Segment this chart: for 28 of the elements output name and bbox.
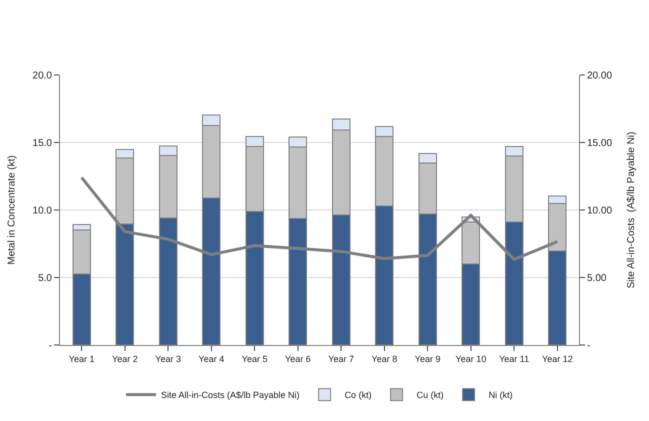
y-tick-label: 20.0 (32, 70, 52, 82)
y-tick-label: 10.0 (32, 206, 52, 216)
x-tick-label: Year 3 (155, 354, 181, 364)
x-tick-label: Year 11 (499, 354, 530, 364)
y-tick-label: - (48, 340, 52, 352)
x-tick-label: Year 12 (542, 354, 573, 364)
x-tick-label: Year 6 (285, 354, 311, 364)
x-tick-label: Year 4 (198, 354, 224, 364)
x-tick-label: Year 5 (242, 354, 268, 364)
x-tick-label: Year 7 (328, 354, 354, 364)
legend-label: Site All-in-Costs (A$/lb Payable Ni) (161, 390, 300, 400)
y2-tick-label: 15.00 (587, 138, 612, 149)
legend-label: Cu (kt) (416, 390, 444, 400)
y-tick-label: 5.0 (38, 273, 52, 284)
legend-label: Ni (kt) (488, 390, 513, 400)
y-tick-label: 15.0 (32, 138, 52, 149)
y2-tick-label: 20.00 (587, 70, 612, 82)
legend-label: Co (kt) (344, 390, 372, 400)
y2-tick-label: - (587, 340, 590, 352)
y2-axis-title: Site All-in-Costs (A$/lb Payable Ni) (626, 132, 637, 288)
x-tick-label: Year 1 (68, 354, 94, 364)
y-axis-title: Metal in Concentrate (kt) (6, 155, 18, 265)
x-tick-label: Year 2 (112, 354, 138, 364)
x-tick-label: Year 10 (456, 354, 486, 364)
x-tick-label: Year 8 (372, 354, 398, 364)
y2-tick-label: 10.00 (587, 206, 612, 216)
x-tick-label: Year 9 (414, 354, 440, 364)
y2-tick-label: 5.00 (587, 273, 607, 284)
